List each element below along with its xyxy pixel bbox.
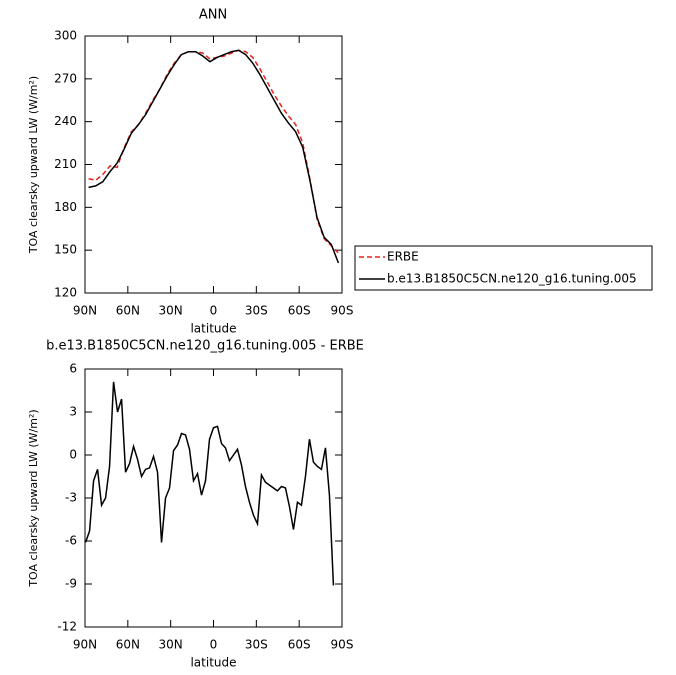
x-tick-label: 90S — [331, 304, 354, 318]
y-tick-label: 270 — [54, 71, 77, 85]
x-tick-label: 60N — [116, 638, 140, 652]
legend-label: ERBE — [387, 250, 419, 264]
series-line — [88, 49, 340, 264]
y-tick-label: 180 — [54, 200, 77, 214]
y-tick-label: -9 — [65, 577, 77, 591]
y-tick-label: 120 — [54, 286, 77, 300]
x-tick-label: 0 — [210, 638, 218, 652]
x-tick-label: 30N — [159, 638, 183, 652]
legend-box — [354, 245, 653, 291]
y-tick-label: 6 — [69, 362, 77, 376]
y-axis-label: TOA clearsky upward LW (W/m²) — [27, 409, 40, 587]
y-tick-label: 0 — [69, 448, 77, 462]
chart-title: ANN — [199, 8, 227, 23]
x-tick-label: 30S — [245, 304, 268, 318]
x-tick-label: 90N — [73, 304, 97, 318]
x-tick-label: 30N — [159, 304, 183, 318]
x-tick-label: 90S — [331, 638, 354, 652]
y-tick-label: 3 — [69, 405, 77, 419]
y-tick-label: 150 — [54, 243, 77, 257]
y-tick-label: 210 — [54, 157, 77, 171]
y-tick-label: -12 — [57, 620, 77, 634]
x-tick-label: 60S — [288, 304, 311, 318]
plot-frame — [84, 35, 343, 294]
series-line — [84, 381, 335, 586]
x-axis-label: latitude — [190, 656, 236, 670]
x-tick-label: 60N — [116, 304, 140, 318]
y-tick-label: 300 — [54, 29, 77, 43]
y-tick-label: -6 — [65, 534, 77, 548]
plot-frame — [84, 368, 343, 628]
chart-title: b.e13.B1850C5CN.ne120_g16.tuning.005 - E… — [46, 339, 364, 354]
x-tick-label: 90N — [73, 638, 97, 652]
x-tick-label: 30S — [245, 638, 268, 652]
x-tick-label: 0 — [210, 304, 218, 318]
x-tick-label: 60S — [288, 638, 311, 652]
legend-label: b.e13.B1850C5CN.ne120_g16.tuning.005 — [387, 272, 637, 286]
series-line — [88, 49, 339, 254]
y-tick-label: 240 — [54, 114, 77, 128]
y-axis-label: TOA clearsky upward LW (W/m²) — [27, 76, 40, 254]
y-tick-label: -3 — [65, 491, 77, 505]
x-axis-label: latitude — [190, 322, 236, 336]
